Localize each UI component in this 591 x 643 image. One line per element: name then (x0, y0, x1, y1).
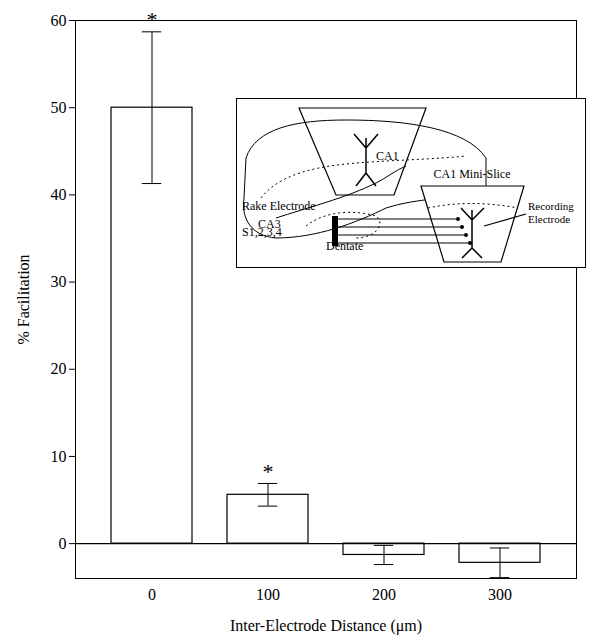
svg-text:100: 100 (256, 586, 280, 603)
svg-text:% Facilitation: % Facilitation (15, 254, 32, 344)
svg-text:Rake Electrode: Rake Electrode (242, 199, 316, 213)
svg-text:CA1: CA1 (376, 149, 399, 163)
svg-text:200: 200 (372, 586, 396, 603)
svg-text:CA3: CA3 (258, 217, 281, 231)
svg-text:10: 10 (51, 448, 67, 465)
svg-text:*: * (263, 459, 274, 484)
svg-text:0: 0 (148, 586, 156, 603)
svg-text:50: 50 (51, 99, 67, 116)
svg-text:0: 0 (59, 535, 67, 552)
svg-text:Dentate: Dentate (326, 239, 363, 253)
svg-text:*: * (147, 7, 158, 32)
svg-text:40: 40 (51, 186, 67, 203)
svg-text:S1,2,3,4: S1,2,3,4 (242, 225, 282, 239)
svg-text:Inter-Electrode Distance (μm): Inter-Electrode Distance (μm) (230, 617, 422, 635)
svg-text:CA1 Mini-Slice: CA1 Mini-Slice (434, 167, 511, 181)
svg-text:RecordingElectrode: RecordingElectrode (528, 200, 574, 225)
svg-text:20: 20 (51, 360, 67, 377)
svg-text:30: 30 (51, 273, 67, 290)
svg-text:60: 60 (51, 12, 67, 29)
svg-text:300: 300 (488, 586, 512, 603)
